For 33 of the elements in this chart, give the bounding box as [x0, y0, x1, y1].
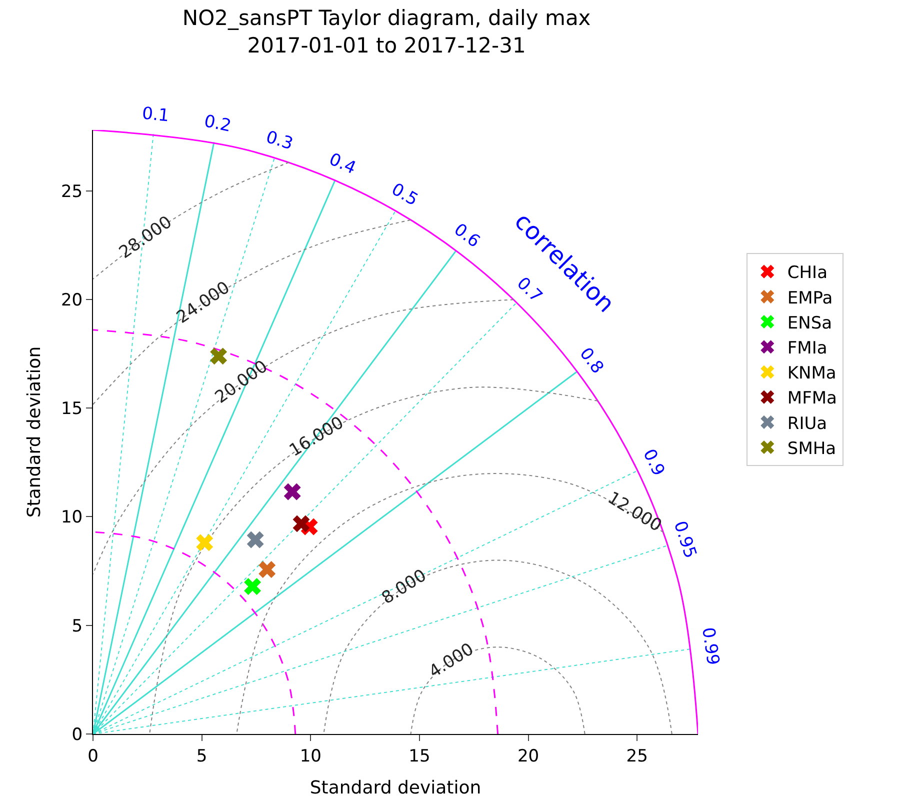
- y-tick-label: 5: [72, 616, 83, 636]
- legend-label: EMPa: [787, 288, 833, 308]
- x-tick-label: 25: [626, 746, 648, 766]
- text: 0.2: [202, 111, 233, 136]
- text: 0.99: [698, 626, 723, 666]
- legend-label: ENSa: [787, 313, 832, 334]
- text: 0.1: [141, 104, 170, 126]
- x-tick-label: 20: [517, 746, 540, 766]
- y-tick-label: 25: [60, 182, 83, 202]
- text: 0.4: [326, 150, 359, 179]
- text: 0.6: [450, 220, 484, 252]
- x-tick-label: 15: [408, 746, 430, 766]
- text: 0.95: [669, 518, 700, 561]
- legend-label: MFMa: [787, 388, 837, 409]
- legend-label: FMIa: [787, 338, 828, 358]
- chart-title: NO2_sansPT Taylor diagram, daily max 2017-01-01 to 2017-12-31: [182, 6, 591, 58]
- x-tick-label: 0: [88, 746, 98, 766]
- legend-label: KNMa: [787, 364, 836, 384]
- text: 0.3: [264, 127, 296, 154]
- text: 0.8: [575, 344, 608, 378]
- text: 0.5: [388, 180, 422, 210]
- y-tick-label: 20: [60, 290, 83, 310]
- x-tick-label: 10: [300, 746, 322, 766]
- x-axis-title: Standard deviation: [310, 778, 482, 798]
- legend-label: RIUa: [787, 414, 828, 434]
- y-tick-label: 10: [60, 508, 83, 528]
- text: 0.9: [638, 446, 668, 480]
- y-axis-title: Standard deviation: [24, 346, 46, 518]
- y-tick-label: 0: [72, 724, 83, 745]
- legend-label: CHIa: [787, 263, 828, 284]
- legend-label: SMHa: [787, 438, 836, 459]
- y-tick-label: 15: [60, 399, 83, 420]
- x-tick-label: 5: [196, 746, 208, 766]
